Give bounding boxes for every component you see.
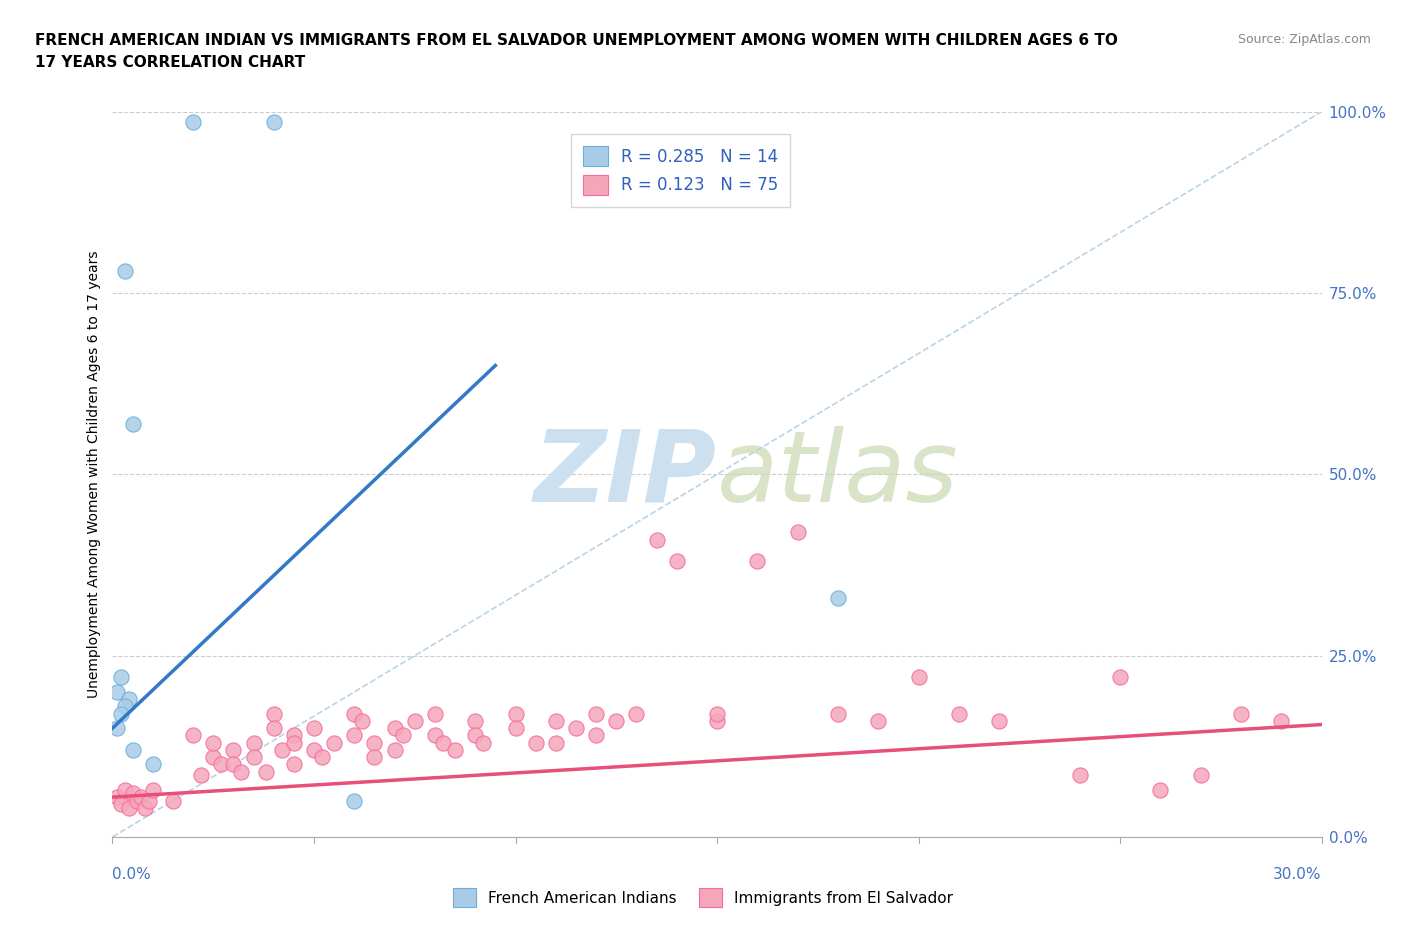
Point: [105, 721, 128, 736]
Point: [544, 736, 567, 751]
Point: [114, 699, 136, 714]
Point: [117, 692, 139, 707]
Point: [645, 532, 668, 547]
Text: ZIP: ZIP: [534, 426, 717, 523]
Point: [464, 728, 486, 743]
Point: [134, 801, 156, 816]
Point: [384, 742, 406, 757]
Point: [544, 713, 567, 728]
Point: [181, 728, 204, 743]
Point: [432, 736, 454, 751]
Point: [352, 713, 374, 728]
Text: FRENCH AMERICAN INDIAN VS IMMIGRANTS FROM EL SALVADOR UNEMPLOYMENT AMONG WOMEN W: FRENCH AMERICAN INDIAN VS IMMIGRANTS FRO…: [35, 33, 1118, 70]
Point: [110, 670, 132, 684]
Point: [129, 790, 152, 804]
Point: [311, 750, 333, 764]
Point: [142, 757, 165, 772]
Point: [1270, 713, 1292, 728]
Point: [181, 115, 204, 130]
Point: [423, 728, 446, 743]
Point: [565, 721, 588, 736]
Point: [209, 757, 232, 772]
Point: [343, 793, 366, 808]
Point: [142, 782, 165, 797]
Point: [524, 736, 547, 751]
Point: [270, 742, 292, 757]
Point: [114, 782, 136, 797]
Point: [263, 706, 285, 721]
Point: [1230, 706, 1253, 721]
Point: [263, 721, 285, 736]
Point: [121, 742, 143, 757]
Point: [1109, 670, 1132, 684]
Point: [747, 554, 769, 569]
Text: 30.0%: 30.0%: [1274, 867, 1322, 882]
Point: [505, 706, 527, 721]
Point: [117, 801, 139, 816]
Point: [125, 793, 148, 808]
Point: [1189, 768, 1212, 783]
Point: [665, 554, 688, 569]
Point: [444, 742, 467, 757]
Point: [110, 797, 132, 812]
Point: [868, 713, 890, 728]
Point: [302, 721, 325, 736]
Text: Source: ZipAtlas.com: Source: ZipAtlas.com: [1237, 33, 1371, 46]
Point: [138, 793, 160, 808]
Point: [105, 790, 128, 804]
Point: [254, 764, 277, 779]
Point: [472, 736, 495, 751]
Point: [283, 728, 305, 743]
Point: [242, 736, 264, 751]
Point: [384, 721, 406, 736]
Point: [505, 721, 527, 736]
Point: [907, 670, 929, 684]
Point: [1069, 768, 1091, 783]
Point: [626, 706, 648, 721]
Text: atlas: atlas: [717, 426, 959, 523]
Point: [222, 757, 245, 772]
Point: [988, 713, 1011, 728]
Point: [202, 736, 225, 751]
Y-axis label: Unemployment Among Women with Children Ages 6 to 17 years: Unemployment Among Women with Children A…: [87, 250, 101, 698]
Point: [605, 713, 627, 728]
Point: [343, 728, 366, 743]
Point: [263, 115, 285, 130]
Point: [190, 768, 212, 783]
Point: [391, 728, 413, 743]
Point: [302, 742, 325, 757]
Point: [363, 750, 385, 764]
Legend: R = 0.285   N = 14, R = 0.123   N = 75: R = 0.285 N = 14, R = 0.123 N = 75: [571, 135, 790, 206]
Point: [585, 706, 607, 721]
Point: [105, 684, 128, 699]
Point: [242, 750, 264, 764]
Point: [827, 591, 849, 605]
Point: [1149, 782, 1171, 797]
Point: [404, 713, 426, 728]
Point: [323, 736, 346, 751]
Text: 0.0%: 0.0%: [112, 867, 152, 882]
Point: [283, 757, 305, 772]
Point: [283, 736, 305, 751]
Point: [585, 728, 607, 743]
Point: [423, 706, 446, 721]
Point: [202, 750, 225, 764]
Point: [162, 793, 184, 808]
Point: [464, 713, 486, 728]
Point: [110, 706, 132, 721]
Legend: French American Indians, Immigrants from El Salvador: French American Indians, Immigrants from…: [447, 883, 959, 913]
Point: [706, 706, 728, 721]
Point: [231, 764, 253, 779]
Point: [786, 525, 808, 539]
Point: [343, 706, 366, 721]
Point: [114, 264, 136, 279]
Point: [948, 706, 970, 721]
Point: [363, 736, 385, 751]
Point: [222, 742, 245, 757]
Point: [121, 416, 143, 431]
Point: [827, 706, 849, 721]
Point: [706, 713, 728, 728]
Point: [121, 786, 143, 801]
